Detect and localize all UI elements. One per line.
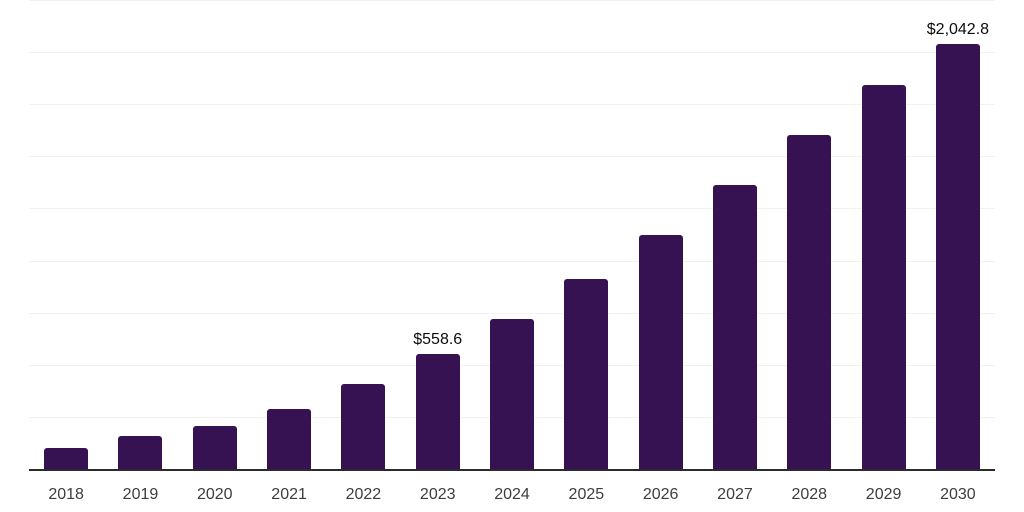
bar-2019 [118,436,163,470]
data-label-2023: $558.6 [413,330,463,348]
bar-slot-2025 [549,279,623,470]
x-tick-2024: 2024 [494,486,530,503]
bar-slot-2028 [772,134,846,470]
bar-2023 [415,353,460,470]
bar-slot-2030: $2,042.8 [921,22,995,470]
bar-2029 [861,84,906,470]
x-tick-2021: 2021 [271,486,307,503]
x-tick-2025: 2025 [568,486,605,503]
x-tick-2030: 2030 [940,486,976,503]
bar-slot-2018 [29,447,103,470]
bar-slot-2026 [624,234,698,470]
gridline-2250 [29,0,995,1]
bar-2020 [192,426,237,470]
bar-2030 [935,44,980,470]
bar-slot-2027 [698,184,772,470]
x-tick-2018: 2018 [48,486,84,503]
bar-slot-2021 [252,408,326,470]
gridline-1750 [29,104,995,106]
x-tick-2022: 2022 [345,486,382,503]
bar-2026 [638,234,683,470]
gridline-1250 [29,208,995,210]
bar-slot-2019 [103,436,177,470]
bar-2022 [341,383,386,470]
x-tick-2020: 2020 [196,486,233,503]
bar-2027 [712,184,757,470]
x-tick-2019: 2019 [122,486,159,503]
x-tick-2028: 2028 [791,486,828,503]
bar-slot-2023: $558.6 [401,330,475,470]
gridline-1500 [29,156,995,158]
bar-2025 [564,279,609,470]
bar-slot-2020 [178,426,252,470]
bar-2024 [490,319,535,470]
x-tick-2026: 2026 [642,486,679,503]
x-axis-labels: 2018 2019 2020 2021 2022 2023 2024 2025 2026 2027… [29,471,995,512]
data-label-2030: $2,042.8 [926,21,990,39]
bar-slot-2024 [475,319,549,470]
gridline-1000 [29,260,995,262]
x-tick-2027: 2027 [717,486,753,503]
gridline-750 [29,312,995,314]
plot-area: $558.6 $2,042.8 [29,0,995,471]
x-tick-2023: 2023 [419,486,456,503]
bar-2028 [787,134,832,470]
bar-2021 [267,408,312,470]
bars-row: $558.6 $2,042.8 [29,1,995,470]
bar-slot-2022 [326,383,400,470]
bar-slot-2029 [846,84,920,470]
x-axis-line [29,469,995,471]
gridline-2000 [29,52,995,54]
bar-2018 [44,447,89,470]
x-tick-2029: 2029 [865,486,902,503]
